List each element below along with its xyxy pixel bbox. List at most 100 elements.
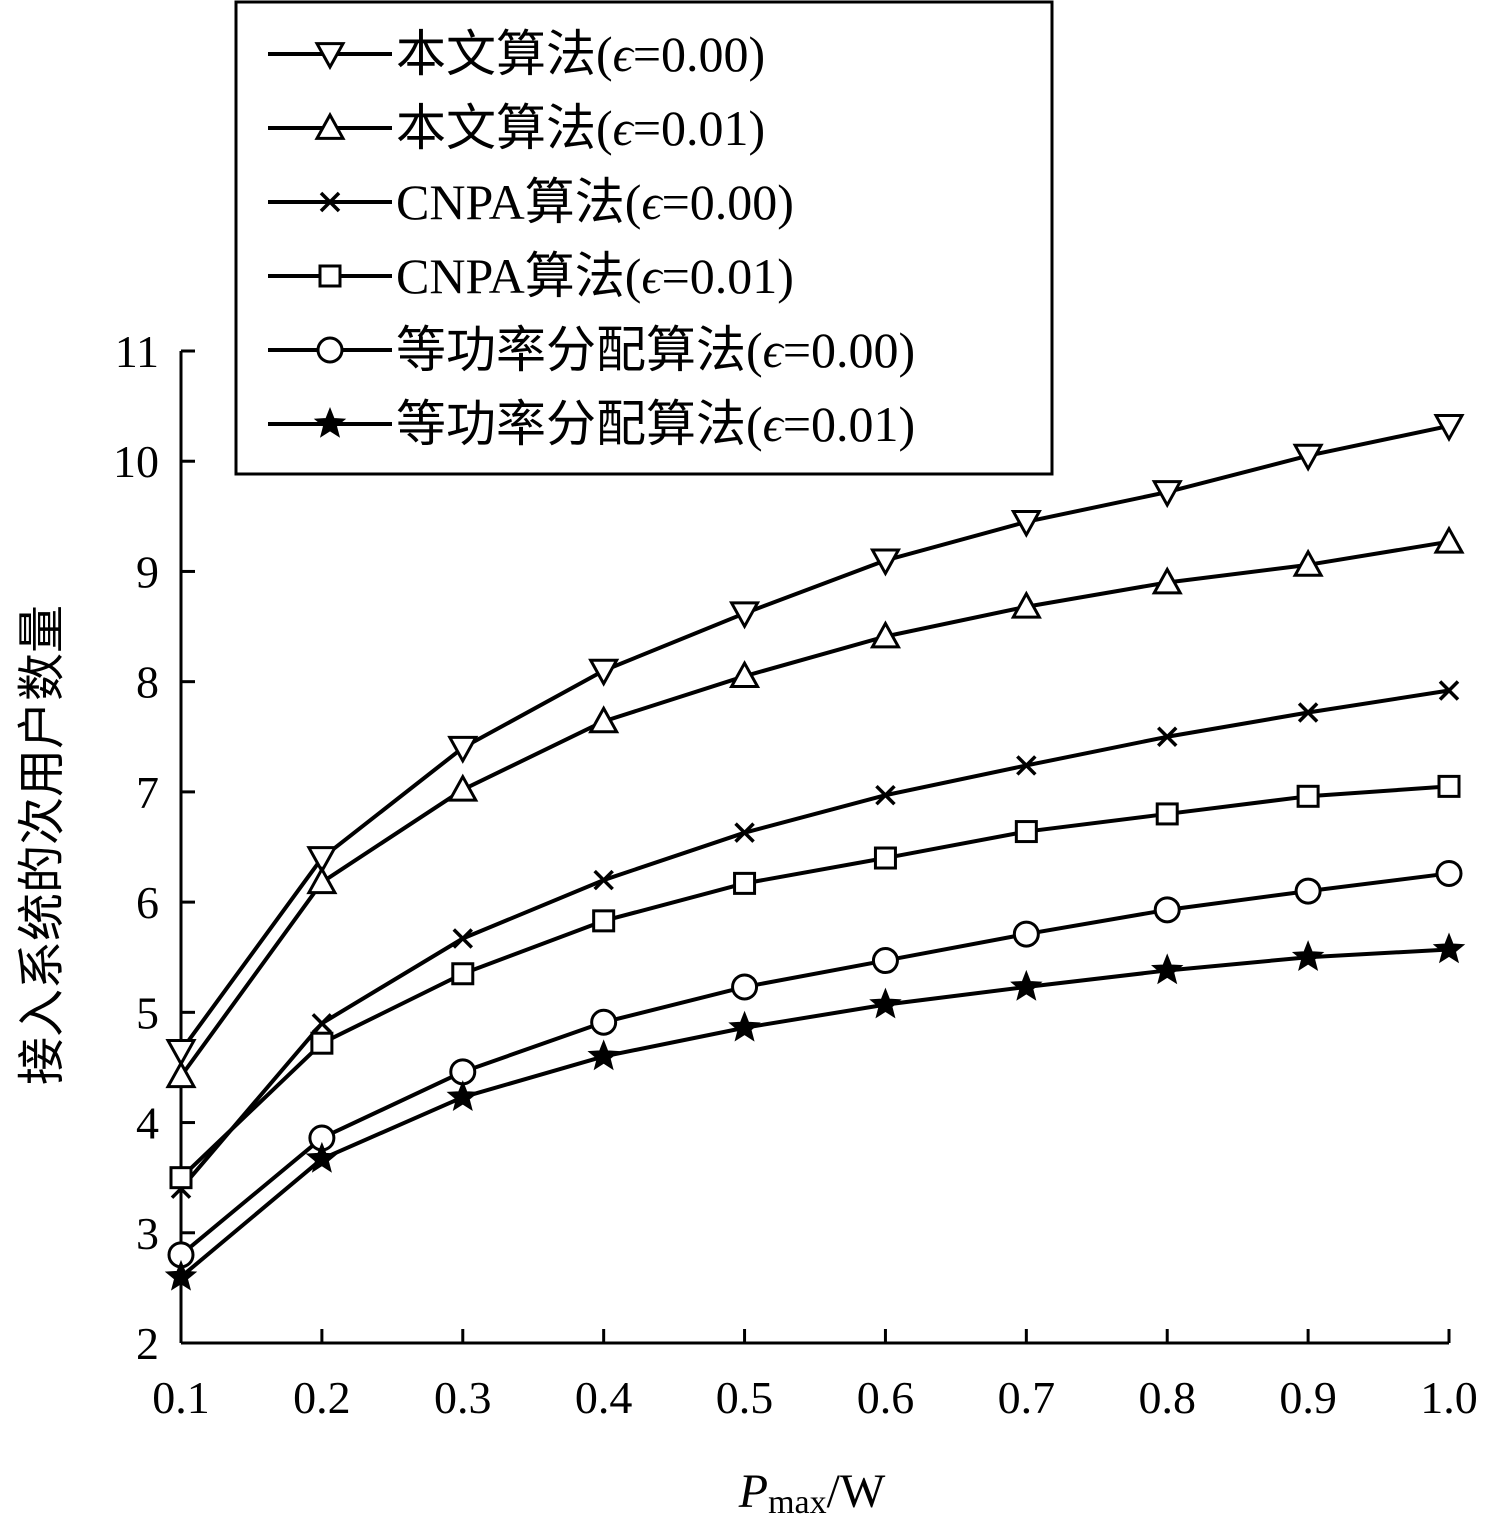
series-2 <box>165 525 1465 1089</box>
legend-label-eps: ϵ <box>641 248 663 304</box>
x-tick-label: 1.0 <box>1420 1372 1478 1423</box>
y-tick-label: 8 <box>136 657 159 708</box>
marker-circle <box>590 1008 618 1036</box>
legend-entry-1: 本文算法(ϵ=0.00) <box>268 26 765 82</box>
marker-triangle-up <box>1151 566 1183 595</box>
marker-triangle-down <box>729 601 761 630</box>
legend-box <box>234 0 1054 476</box>
marker-square <box>873 846 897 870</box>
legend-label-value: =0.01) <box>633 100 765 156</box>
x-axis-title-sub: max <box>768 1484 827 1521</box>
marker-square <box>310 1031 334 1055</box>
legend-label-eps: ϵ <box>763 396 785 452</box>
y-tick-label: 5 <box>136 987 159 1038</box>
marker-x <box>593 869 614 891</box>
marker-square <box>451 962 475 986</box>
legend-label-name: 等功率分配算法( <box>396 322 763 378</box>
x-tick-label: 0.7 <box>998 1372 1056 1423</box>
y-tick-label: 2 <box>136 1318 159 1369</box>
marker-triangle-down <box>165 1039 197 1067</box>
y-tick-label: 4 <box>136 1098 159 1149</box>
marker-x <box>319 191 341 213</box>
marker-triangle-up <box>306 866 338 895</box>
legend-label: 本文算法(ϵ=0.00) <box>396 26 765 82</box>
marker-star <box>587 1039 620 1071</box>
legend-label: CNPA算法(ϵ=0.01) <box>396 248 794 304</box>
legend-label: CNPA算法(ϵ=0.00) <box>396 174 794 230</box>
marker-star <box>1010 969 1043 1001</box>
y-tick-label: 11 <box>115 326 159 377</box>
marker-triangle-up <box>1433 525 1465 554</box>
marker-star <box>1432 932 1466 964</box>
legend: 本文算法(ϵ=0.00)本文算法(ϵ=0.01)CNPA算法(ϵ=0.00)CN… <box>234 0 1054 476</box>
marker-star <box>1291 940 1325 972</box>
legend-label-value: =0.00) <box>633 26 765 82</box>
marker-triangle-up <box>1010 590 1042 619</box>
legend-entry-5: 等功率分配算法(ϵ=0.00) <box>268 322 915 378</box>
marker-triangle-up <box>447 773 479 802</box>
legend-label-name: 等功率分配算法( <box>396 396 763 452</box>
y-tick-label: 3 <box>136 1208 159 1259</box>
legend-label-name: CNPA算法( <box>396 174 641 230</box>
marker-star <box>313 406 347 438</box>
x-tick-label: 0.6 <box>857 1372 915 1423</box>
legend-label-name: 本文算法( <box>396 100 613 156</box>
legend-label-name: CNPA算法( <box>396 248 641 304</box>
marker-square <box>1155 802 1179 826</box>
marker-triangle-down <box>1433 414 1465 443</box>
marker-star <box>305 1141 339 1173</box>
marker-star <box>1151 953 1184 985</box>
legend-entry-3: CNPA算法(ϵ=0.00) <box>268 174 794 230</box>
marker-triangle-down <box>1292 443 1324 472</box>
marker-triangle-up <box>314 111 346 140</box>
series-4 <box>169 774 1461 1190</box>
marker-triangle-down <box>588 658 620 687</box>
x-tick-label: 0.5 <box>716 1372 774 1423</box>
legend-entry-4: CNPA算法(ϵ=0.01) <box>268 248 794 304</box>
marker-square <box>1437 774 1461 798</box>
marker-triangle-up <box>588 705 620 734</box>
series-6 <box>164 932 1466 1291</box>
marker-star <box>728 1010 761 1042</box>
marker-x <box>1156 726 1178 748</box>
series-5 <box>167 859 1463 1269</box>
y-axis-title: 接入系统的次用户数量 <box>16 605 69 1085</box>
legend-label: 等功率分配算法(ϵ=0.01) <box>396 396 915 452</box>
marker-circle <box>316 336 344 364</box>
legend-entry-6: 等功率分配算法(ϵ=0.01) <box>268 396 915 452</box>
marker-circle <box>731 973 759 1001</box>
marker-square <box>169 1166 193 1190</box>
marker-triangle-up <box>729 660 761 689</box>
marker-x <box>452 928 474 949</box>
legend-label-eps: ϵ <box>763 322 785 378</box>
axes: 2 3 4 5 6 7 8 9 10 11 0.1 0.2 0.3 0.4 0.5 0.6 0.7 0.8 0.9… <box>113 326 1478 1423</box>
x-tick-label: 0.1 <box>152 1372 210 1423</box>
marker-triangle-up <box>165 1060 197 1089</box>
marker-triangle-down <box>1010 509 1042 538</box>
x-tick-label: 0.4 <box>575 1372 633 1423</box>
marker-x <box>734 822 755 843</box>
legend-label: 本文算法(ϵ=0.01) <box>396 100 765 156</box>
marker-circle <box>871 947 899 975</box>
marker-star <box>869 987 902 1019</box>
x-ticks: 0.1 0.2 0.3 0.4 0.5 0.6 0.7 0.8 0.9 1.0 <box>152 1329 1478 1423</box>
series-line <box>179 423 1450 1053</box>
marker-triangle-up <box>869 620 901 649</box>
y-tick-label: 10 <box>113 436 159 487</box>
marker-triangle-down <box>447 735 479 764</box>
y-tick-label: 7 <box>136 767 159 818</box>
x-tick-label: 0.3 <box>434 1372 492 1423</box>
marker-circle <box>1435 859 1463 887</box>
marker-circle <box>1012 920 1040 948</box>
marker-x <box>1016 755 1037 776</box>
series-line <box>179 784 1450 1180</box>
marker-star <box>446 1080 479 1112</box>
x-tick-label: 0.2 <box>293 1372 351 1423</box>
marker-square <box>733 871 757 895</box>
legend-entry-2: 本文算法(ϵ=0.01) <box>268 100 765 156</box>
marker-circle <box>1153 896 1181 924</box>
marker-circle <box>1294 877 1322 905</box>
marker-square <box>1296 784 1320 808</box>
marker-triangle-up <box>1292 548 1324 577</box>
x-tick-label: 0.8 <box>1138 1372 1196 1423</box>
